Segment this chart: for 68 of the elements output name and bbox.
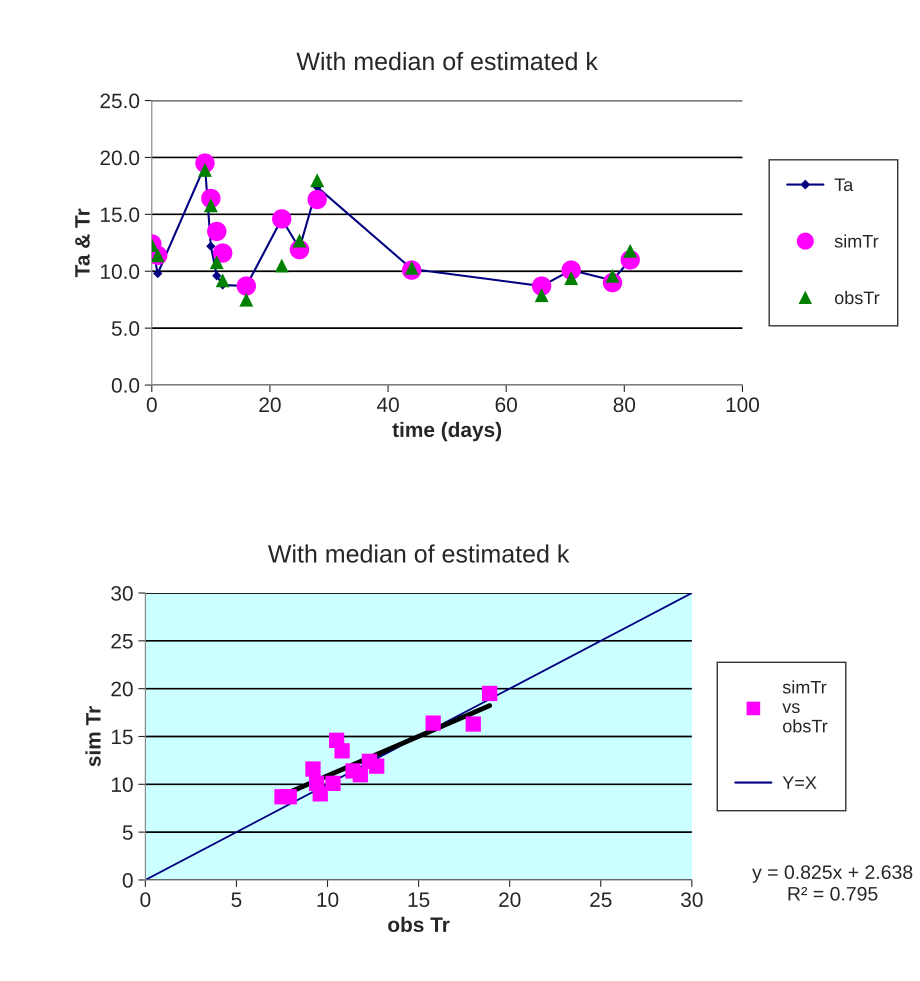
point [212,271,222,280]
point [216,273,230,288]
y-tick-label: 15 [112,730,133,744]
point [212,243,232,263]
x-tick-label: 80 [614,397,636,412]
point [466,716,481,732]
point [328,732,344,748]
chart-title: With median of estimated k [296,52,598,70]
point [325,776,341,791]
x-tick-label: 40 [376,397,399,412]
y-tick-label: 25.0 [100,94,140,108]
text: R² = 0.795 [788,886,878,901]
point [352,767,368,782]
x-tick-label: 5 [231,892,242,908]
y-tick-label: 20.0 [100,150,140,166]
point [564,271,578,286]
point [307,190,327,210]
point [206,242,216,251]
y-tick-label: 10.0 [101,264,140,279]
point [310,173,324,188]
x-tick-label: 60 [496,397,517,412]
point [369,758,384,774]
y-axis-title: Ta & Tr [75,208,90,278]
x-tick-label: 100 [726,397,760,412]
point [207,222,226,242]
text: y = 0.825x + 2.638 [752,865,912,883]
y-tick-label: 20 [111,682,133,696]
point [292,234,306,248]
point [198,163,212,177]
x-tick-label: 15 [408,892,430,908]
y-axis-title: sim Tr [85,706,101,766]
chart-title: With median of estimated k [268,544,570,563]
y-tick-label: 30 [111,586,133,601]
legend-label: obsTr [834,290,880,304]
x-tick-label: 25 [590,892,612,908]
x-tick-label: 20 [499,892,520,908]
point [623,244,638,258]
legend-label: simTr [834,234,878,248]
point [236,276,256,296]
legend-label: Y=X [782,776,817,789]
point [532,276,552,296]
x-axis-title: obs Tr [388,916,450,932]
point [239,292,254,307]
point [153,269,162,278]
y-tick-label: 10 [112,777,133,792]
point [482,686,498,702]
x-tick-label: 0 [140,892,150,908]
point [305,761,321,777]
x-tick-label: 0 [146,397,157,412]
legend-label: Ta [834,178,854,192]
point [210,255,224,270]
x-tick-label: 10 [318,892,338,908]
y-tick-label: 5 [122,825,133,840]
y-tick-label: 0 [122,872,133,888]
y-tick-label: 5.0 [112,321,140,336]
point [272,209,292,229]
legend-label: simTr vs obsTr [782,680,828,733]
y-tick-label: 15.0 [101,207,140,222]
point [534,288,549,302]
point [274,258,289,272]
point [426,715,441,731]
x-axis-title: time (days) [392,422,502,442]
y-tick-label: 0.0 [112,378,140,393]
point [312,786,328,802]
y-tick-label: 25 [111,634,133,649]
point [282,789,297,804]
x-tick-label: 30 [681,892,703,908]
x-tick-label: 20 [259,397,281,412]
